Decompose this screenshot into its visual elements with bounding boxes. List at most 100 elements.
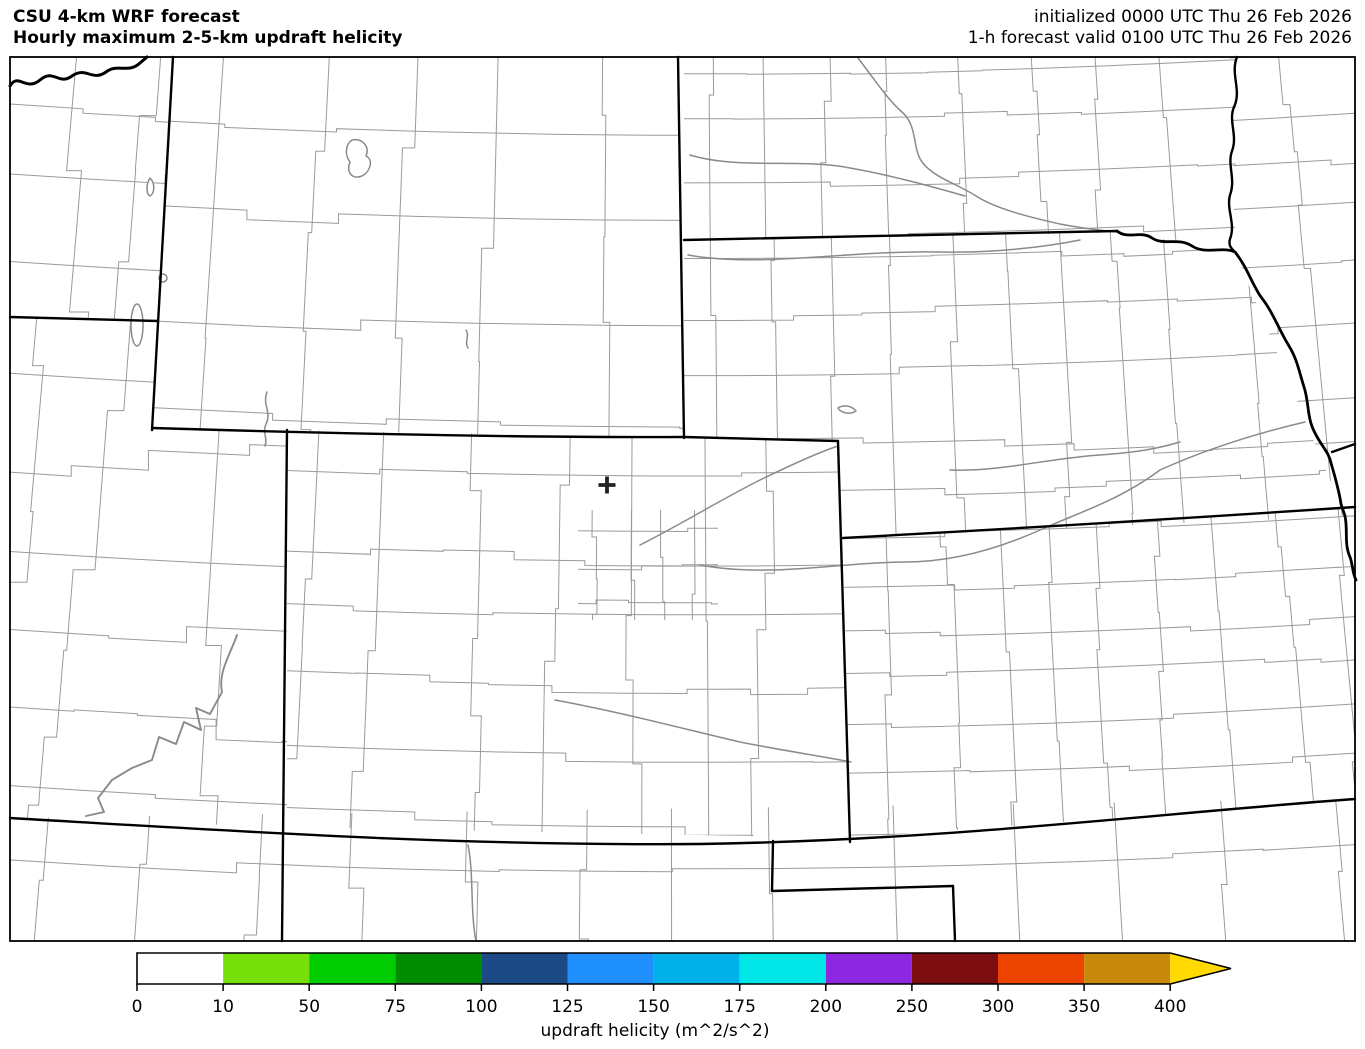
border-utah-colorado	[280, 428, 289, 943]
county-line	[199, 318, 228, 827]
county-line	[112, 57, 162, 321]
county-line	[10, 626, 287, 643]
county-line	[287, 806, 850, 838]
county-line	[660, 510, 666, 620]
river-missouri-sd	[857, 57, 1118, 233]
county-line	[630, 510, 636, 620]
county-line	[843, 514, 1355, 540]
county-line	[1109, 231, 1135, 538]
border-wyoming-south	[150, 426, 840, 443]
county-line	[750, 430, 776, 838]
county-line	[1230, 201, 1355, 211]
init-time-label: initialized 0000 UTC Thu 26 Feb 2026	[1034, 7, 1352, 27]
county-line	[578, 564, 718, 571]
county-line	[625, 430, 643, 838]
county-line	[684, 467, 1345, 496]
county-line	[578, 799, 590, 941]
border-sd-nebraska	[682, 229, 1119, 242]
yellowstone-lake	[345, 138, 372, 178]
colorbar-tick-label: 50	[298, 997, 320, 1017]
plus-marker	[598, 476, 616, 494]
colorbar-tick-label: 150	[637, 997, 669, 1017]
colorbar-segment	[998, 953, 1085, 984]
county-line	[10, 784, 287, 806]
forecast-map	[8, 55, 1358, 943]
valid-time-label: 1-h forecast valid 0100 UTC Thu 26 Feb 2…	[968, 28, 1352, 48]
county-line	[762, 57, 767, 252]
county-line	[10, 172, 173, 185]
colorbar-segment	[223, 953, 310, 984]
county-line	[843, 702, 1355, 729]
county-line	[242, 799, 265, 941]
county-line	[704, 430, 710, 838]
title-line-1: CSU 4-km WRF forecast	[13, 7, 240, 27]
county-line	[1004, 231, 1029, 538]
county-line	[1334, 799, 1346, 941]
county-line	[1157, 57, 1178, 252]
county-line	[541, 430, 571, 838]
county-line	[684, 162, 1237, 187]
county-line	[591, 510, 598, 620]
colorbar-outline	[136, 952, 1232, 985]
colorbar-tick-label: 10	[212, 997, 234, 1017]
colorbar-tick-label: 300	[982, 997, 1014, 1017]
river-arkansas	[554, 699, 852, 763]
state-boundaries	[8, 55, 1358, 943]
colorbar-segment	[309, 953, 396, 984]
river-rio-grande	[467, 844, 477, 942]
colorbar-segment	[481, 953, 568, 984]
river-niobrara	[687, 239, 1081, 261]
county-line	[887, 231, 897, 538]
county-line	[1094, 507, 1115, 838]
county-line	[1219, 799, 1228, 941]
county-line	[937, 507, 962, 838]
colorbar-label: updraft helicity (m^2/s^2)	[541, 1021, 770, 1041]
county-line	[10, 705, 287, 744]
county-lines-ks	[843, 507, 1355, 838]
county-line	[684, 225, 1237, 247]
county-line	[1273, 507, 1318, 838]
colorbar-tick-label: 250	[896, 997, 928, 1017]
county-lines-wy	[152, 57, 684, 438]
river-loup	[949, 441, 1181, 471]
border-sd-east	[1227, 55, 1239, 254]
county-line	[25, 318, 133, 827]
colorbar-tick-label: 350	[1068, 997, 1100, 1017]
county-line	[843, 615, 1355, 637]
county-line	[152, 406, 684, 429]
county-line	[882, 57, 890, 252]
county-line	[197, 57, 225, 438]
county-line	[10, 550, 287, 568]
county-line	[348, 799, 365, 941]
county-line	[1230, 159, 1355, 167]
county-line	[300, 57, 331, 438]
county-line	[830, 231, 836, 538]
county-lines-co	[287, 430, 850, 838]
colorbar-arrow	[1170, 953, 1231, 984]
county-line	[578, 527, 718, 533]
county-line	[1237, 231, 1272, 538]
county-line	[1012, 799, 1021, 941]
county-line	[1230, 112, 1355, 122]
county-line	[152, 204, 684, 224]
county-lines-ne	[684, 231, 1345, 538]
county-line	[1208, 507, 1240, 838]
county-lines-sd	[684, 57, 1237, 252]
border-texas-east	[951, 884, 957, 943]
river-green	[263, 391, 269, 447]
county-lines-ea	[1230, 57, 1355, 516]
colorbar-segment	[567, 953, 654, 984]
county-line	[691, 510, 696, 620]
border-104w-meridian	[676, 55, 686, 440]
county-line	[684, 106, 1237, 120]
county-line	[348, 430, 385, 838]
county-line	[287, 602, 850, 616]
river-colorado-lake-powell	[85, 634, 238, 817]
border-nebraska-kansas	[841, 505, 1357, 540]
county-line	[1336, 507, 1355, 838]
county-line	[892, 799, 899, 941]
county-line	[949, 231, 967, 538]
county-line	[998, 507, 1018, 838]
